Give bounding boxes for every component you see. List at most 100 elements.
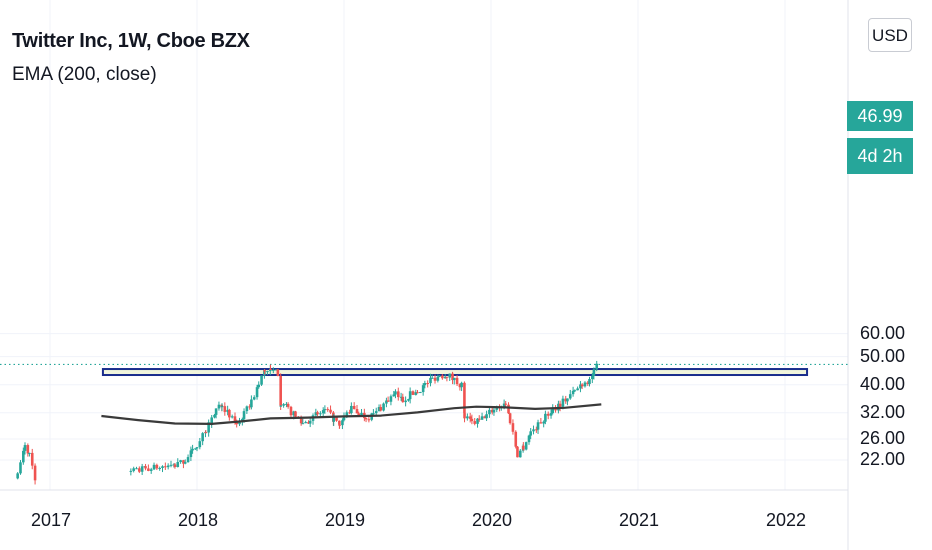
indicator-legend[interactable]: EMA (200, close)	[12, 64, 157, 85]
candle-body	[217, 404, 221, 409]
ema-200-line	[101, 403, 602, 425]
candle-body	[392, 394, 396, 397]
candle-body	[147, 468, 150, 471]
candle-body	[152, 464, 156, 470]
candle-body	[414, 392, 418, 395]
candle-body	[566, 398, 569, 402]
last-price-label: 46.99	[847, 101, 913, 131]
candle-body	[314, 412, 318, 416]
candle-body	[419, 392, 422, 394]
candle-body	[495, 407, 499, 410]
candle-body	[433, 377, 437, 381]
candle-body	[485, 414, 488, 419]
candle-body	[568, 394, 572, 399]
candle-body	[182, 460, 185, 464]
candle-body	[323, 409, 327, 411]
candle-body	[183, 462, 187, 464]
candle-body	[335, 417, 338, 421]
candle-body	[508, 413, 512, 424]
candle-body	[518, 450, 522, 458]
candle-body	[214, 408, 218, 415]
candle-body	[507, 404, 510, 414]
candle-body	[338, 424, 341, 426]
candle-body	[367, 419, 371, 421]
time-tick-label: 2017	[31, 510, 72, 530]
candle-body	[576, 388, 579, 391]
candle-body	[348, 412, 351, 414]
candle-body	[452, 377, 456, 381]
candle-body	[321, 410, 325, 414]
candle-body	[132, 468, 135, 471]
candle-body	[401, 396, 405, 403]
candle-body	[179, 460, 182, 463]
candle-body	[248, 406, 251, 408]
candle-body	[583, 382, 587, 387]
candle-body	[263, 370, 266, 372]
candle-body	[138, 468, 141, 472]
candle-body	[451, 373, 454, 381]
candle-body	[429, 377, 432, 384]
candle-body	[304, 422, 307, 424]
candle-body	[149, 469, 153, 471]
symbol-legend-title[interactable]: Twitter Inc, 1W, Cboe BZX	[12, 30, 250, 52]
candle-body	[161, 466, 164, 469]
candle-body	[470, 418, 474, 422]
candle-body	[285, 403, 288, 405]
candle-body	[448, 373, 452, 378]
candle-body	[404, 400, 407, 403]
candle-body	[372, 413, 375, 415]
candle-body	[396, 391, 400, 398]
candle-body	[276, 369, 280, 376]
candle-body	[350, 405, 353, 414]
candle-body	[483, 416, 487, 419]
candle-body	[477, 418, 481, 420]
candle-body	[488, 409, 491, 415]
candle-body	[407, 399, 410, 401]
candle-body	[213, 414, 216, 418]
candle-body	[189, 450, 193, 458]
candle-body	[220, 406, 224, 408]
candle-body	[436, 376, 440, 381]
candle-body	[195, 447, 199, 449]
candle-body	[514, 431, 518, 447]
candle-body	[207, 422, 210, 433]
candle-body	[144, 466, 147, 469]
candle-body	[463, 413, 466, 419]
candle-body	[455, 377, 459, 385]
candle-body	[341, 420, 344, 426]
candle-body	[286, 403, 290, 407]
candle-body	[466, 416, 469, 419]
candle-body	[266, 371, 269, 373]
candle-body	[329, 409, 332, 413]
time-tick-label: 2020	[472, 510, 513, 530]
candle-body	[233, 416, 237, 423]
candle-body	[230, 416, 234, 418]
candle-body	[554, 408, 557, 411]
candle-body	[33, 465, 37, 481]
price-tick-label: 32.00	[860, 401, 906, 422]
candle-body	[16, 473, 19, 479]
currency-scale-button[interactable]: USD	[868, 18, 912, 52]
candle-body	[382, 403, 385, 411]
candle-body	[532, 429, 535, 432]
candle-body	[292, 411, 296, 416]
candle-body	[408, 391, 412, 400]
candle-body	[571, 390, 575, 395]
time-tick-label: 2022	[766, 510, 807, 530]
candle-body	[129, 470, 133, 472]
time-tick-label: 2019	[325, 510, 366, 530]
candle-body	[438, 375, 441, 377]
candle-body	[385, 400, 388, 404]
price-tick-label: 50.00	[860, 345, 906, 366]
candle-body	[223, 406, 227, 412]
candle-body	[542, 421, 545, 424]
resistance-zone	[101, 368, 809, 377]
candle-body	[352, 405, 356, 410]
candle-body	[332, 417, 336, 422]
candle-body	[169, 464, 173, 466]
candle-body	[591, 375, 594, 380]
candle-body	[490, 409, 494, 413]
candle-body	[389, 396, 393, 402]
candle-body	[558, 403, 562, 407]
